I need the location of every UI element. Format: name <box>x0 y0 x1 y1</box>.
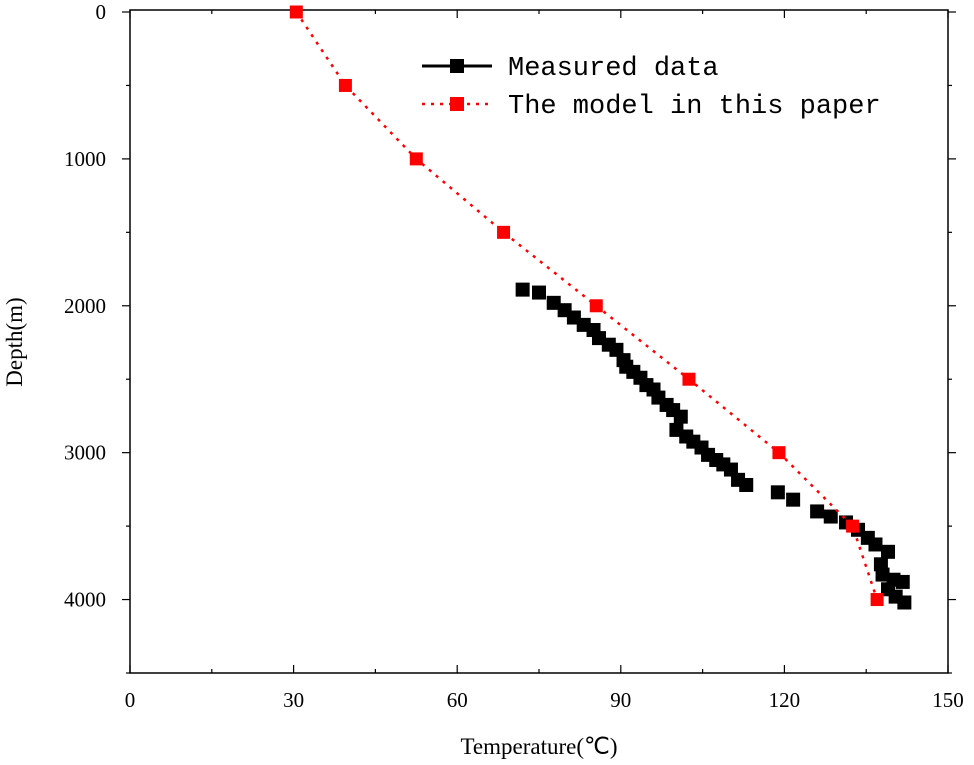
measured-data-point <box>546 295 561 310</box>
legend-label: The model in this paper <box>508 92 881 122</box>
y-tick-label: 0 <box>96 0 107 24</box>
model-data-point <box>846 519 860 533</box>
y-tick-label: 3000 <box>64 441 106 465</box>
measured-data-point <box>739 477 754 492</box>
measured-data-point <box>770 485 785 500</box>
legend-marker-measured <box>450 59 464 73</box>
model-data-point <box>870 593 884 607</box>
measured-data-point <box>823 509 838 524</box>
measured-data-point <box>810 504 825 519</box>
x-tick-label: 0 <box>125 688 136 712</box>
x-axis-label: Temperature(℃) <box>460 734 617 759</box>
measured-data-point <box>897 595 912 610</box>
legend-label: Measured data <box>508 54 719 84</box>
measured-data-point <box>532 285 546 300</box>
measured-data-point <box>881 544 896 559</box>
y-tick-label: 2000 <box>64 294 106 318</box>
measured-data-point <box>673 409 688 424</box>
y-axis-label: Depth(m) <box>2 297 27 386</box>
model-data-point <box>589 299 603 313</box>
y-tick-label: 1000 <box>64 147 106 171</box>
measured-data-point <box>786 492 801 507</box>
model-data-point <box>682 372 696 386</box>
x-tick-label: 60 <box>447 688 468 712</box>
x-tick-label: 30 <box>283 688 304 712</box>
measured-data-point <box>868 537 883 552</box>
model-data-point <box>338 78 352 92</box>
model-data-point <box>497 225 511 239</box>
x-tick-label: 120 <box>769 688 801 712</box>
y-tick-label: 4000 <box>64 588 106 612</box>
model-data-point <box>409 152 423 166</box>
model-data-point <box>772 446 786 460</box>
x-tick-label: 150 <box>932 688 964 712</box>
model-data-point <box>289 5 303 19</box>
measured-data-point <box>515 282 530 297</box>
legend: Measured data The model in this paper <box>422 54 881 122</box>
measured-data-point <box>875 567 890 582</box>
x-tick-label: 90 <box>610 688 631 712</box>
measured-data-point <box>895 574 910 589</box>
legend-marker-model <box>450 97 464 111</box>
